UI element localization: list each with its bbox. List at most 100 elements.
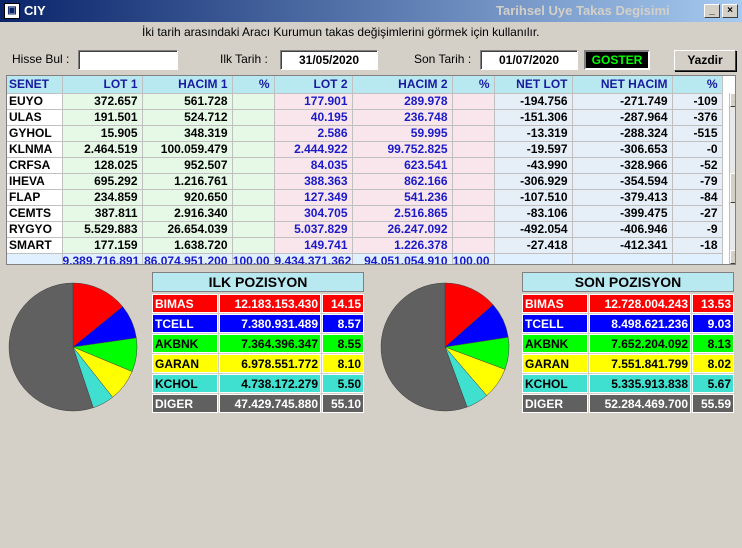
pie-slice-bimas — [444, 282, 494, 348]
table-row[interactable]: FLAP 234.859 920.650 127.349 541.236 -107.510… — [7, 189, 723, 206]
table-cell: 100,00 — [452, 253, 495, 264]
table-cell — [452, 221, 495, 238]
position-name: TCELL — [522, 314, 588, 333]
table-cell: -271.749 — [572, 93, 673, 110]
table-cell: CEMTS — [7, 205, 63, 222]
son-tarih-input[interactable]: 01/07/2020 — [480, 50, 578, 70]
table-cell: 623.541 — [352, 157, 453, 174]
table-cell — [232, 205, 275, 222]
table-cell: 177.159 — [62, 237, 143, 254]
table-cell: -515 — [672, 125, 723, 142]
position-row: TCELL 8.498.621.236 9.03 — [522, 314, 734, 333]
position-row: TCELL 7.380.931.489 8.57 — [152, 314, 364, 333]
table-cell — [232, 189, 275, 206]
table-cell — [232, 93, 275, 110]
table-row[interactable]: GYHOL 15.905 348.319 2.586 59.995 -13.319 -288… — [7, 125, 723, 142]
scroll-thumb[interactable] — [730, 173, 735, 203]
table-cell: -107.510 — [494, 189, 573, 206]
column-header[interactable]: % — [672, 76, 723, 94]
table-cell: 15.905 — [62, 125, 143, 142]
position-pct: 8.13 — [692, 334, 734, 353]
hisse-input[interactable] — [78, 50, 178, 70]
column-header[interactable]: HACIM 2 — [352, 76, 453, 94]
position-value: 12.183.153.430 — [219, 294, 321, 313]
son-pie-chart — [380, 282, 510, 412]
table-cell — [452, 125, 495, 142]
table-row[interactable]: IHEVA 695.292 1.216.761 388.363 862.166 -306.… — [7, 173, 723, 190]
table-cell: -492.054 — [494, 221, 573, 238]
table-row[interactable]: SMART 177.159 1.638.720 149.741 1.226.378 -27… — [7, 237, 723, 254]
table-cell — [452, 93, 495, 110]
table-cell: 86.074.951.200 — [142, 253, 233, 264]
table-cell: 524.712 — [142, 109, 233, 126]
table-cell: 59.995 — [352, 125, 453, 142]
table-cell — [452, 189, 495, 206]
table-cell: 372.657 — [62, 93, 143, 110]
position-name: GARAN — [522, 354, 588, 373]
table-cell: -288.324 — [572, 125, 673, 142]
position-pct: 9.03 — [692, 314, 734, 333]
table-cell: KLNMA — [7, 141, 63, 158]
table-row[interactable]: CEMTS 387.811 2.916.340 304.705 2.516.865 -83… — [7, 205, 723, 222]
vertical-scrollbar[interactable]: ▲ ▼ — [729, 93, 735, 264]
header-row[interactable]: SENET LOT 1 HACIM 1% LOT 2 HACIM 2% NET LOT NE… — [7, 76, 723, 94]
scroll-down-icon[interactable]: ▼ — [730, 250, 735, 264]
table-cell: -406.946 — [572, 221, 673, 238]
position-name: AKBNK — [522, 334, 588, 353]
table-cell: 100,00 — [232, 253, 275, 264]
table-cell: ULAS — [7, 109, 63, 126]
column-header[interactable]: LOT 2 — [274, 76, 353, 94]
table-cell: 5.529.883 — [62, 221, 143, 238]
ilk-tarih-input[interactable]: 31/05/2020 — [280, 50, 378, 70]
position-row: DIGER 47.429.745.880 55.10 — [152, 394, 364, 413]
column-header[interactable]: SENET — [7, 76, 63, 94]
goster-button[interactable]: GOSTER — [584, 50, 650, 70]
column-header[interactable]: HACIM 1 — [142, 76, 233, 94]
table-cell: 26.654.039 — [142, 221, 233, 238]
close-button[interactable]: × — [722, 4, 738, 18]
table-cell: -399.475 — [572, 205, 673, 222]
table-cell — [452, 141, 495, 158]
table-cell: 1.638.720 — [142, 237, 233, 254]
yazdir-button[interactable]: Yazdir — [674, 50, 736, 71]
table-cell: 1.216.761 — [142, 173, 233, 190]
data-grid[interactable]: SENET LOT 1 HACIM 1% LOT 2 HACIM 2% NET LOT NE… — [6, 75, 736, 265]
table-cell: 26.247.092 — [352, 221, 453, 238]
position-value: 7.364.396.347 — [219, 334, 321, 353]
table-cell: 695.292 — [62, 173, 143, 190]
table-row[interactable]: EUYO 372.657 561.728 177.901 289.978 -194.756… — [7, 93, 723, 110]
column-header[interactable]: LOT 1 — [62, 76, 143, 94]
scroll-up-icon[interactable]: ▲ — [730, 93, 735, 107]
column-header[interactable]: NET LOT — [494, 76, 573, 94]
table-cell: 388.363 — [274, 173, 353, 190]
totals-row[interactable]: 9.389.716.891 86.074.951.200 100,00 9.434.3… — [7, 253, 723, 264]
table-cell — [452, 237, 495, 254]
column-header[interactable]: % — [452, 76, 495, 94]
table-cell: -306.653 — [572, 141, 673, 158]
table-cell — [232, 221, 275, 238]
position-value: 7.551.841.799 — [589, 354, 691, 373]
position-pct: 8.02 — [692, 354, 734, 373]
table-cell: -328.966 — [572, 157, 673, 174]
table-cell — [232, 173, 275, 190]
table-row[interactable]: CRFSA 128.025 952.507 84.035 623.541 -43.990-… — [7, 157, 723, 174]
column-header[interactable]: NET HACIM — [572, 76, 673, 94]
position-pct: 8.57 — [322, 314, 364, 333]
column-header[interactable]: % — [232, 76, 275, 94]
table-cell — [452, 205, 495, 222]
position-value: 6.978.551.772 — [219, 354, 321, 373]
position-name: BIMAS — [152, 294, 218, 313]
table-cell: 128.025 — [62, 157, 143, 174]
table-cell: 99.752.825 — [352, 141, 453, 158]
table-cell: -0 — [672, 141, 723, 158]
position-name: AKBNK — [152, 334, 218, 353]
position-name: KCHOL — [152, 374, 218, 393]
position-value: 7.652.204.092 — [589, 334, 691, 353]
table-row[interactable]: ULAS 191.501 524.712 40.195 236.748 -151.306-… — [7, 109, 723, 126]
minimize-button[interactable]: _ — [704, 4, 720, 18]
table-cell: 2.444.922 — [274, 141, 353, 158]
table-cell: 348.319 — [142, 125, 233, 142]
table-cell: 2.586 — [274, 125, 353, 142]
table-row[interactable]: KLNMA 2.464.519 100.059.479 2.444.922 99.752… — [7, 141, 723, 158]
table-row[interactable]: RYGYO 5.529.883 26.654.039 5.037.829 26.247.… — [7, 221, 723, 238]
